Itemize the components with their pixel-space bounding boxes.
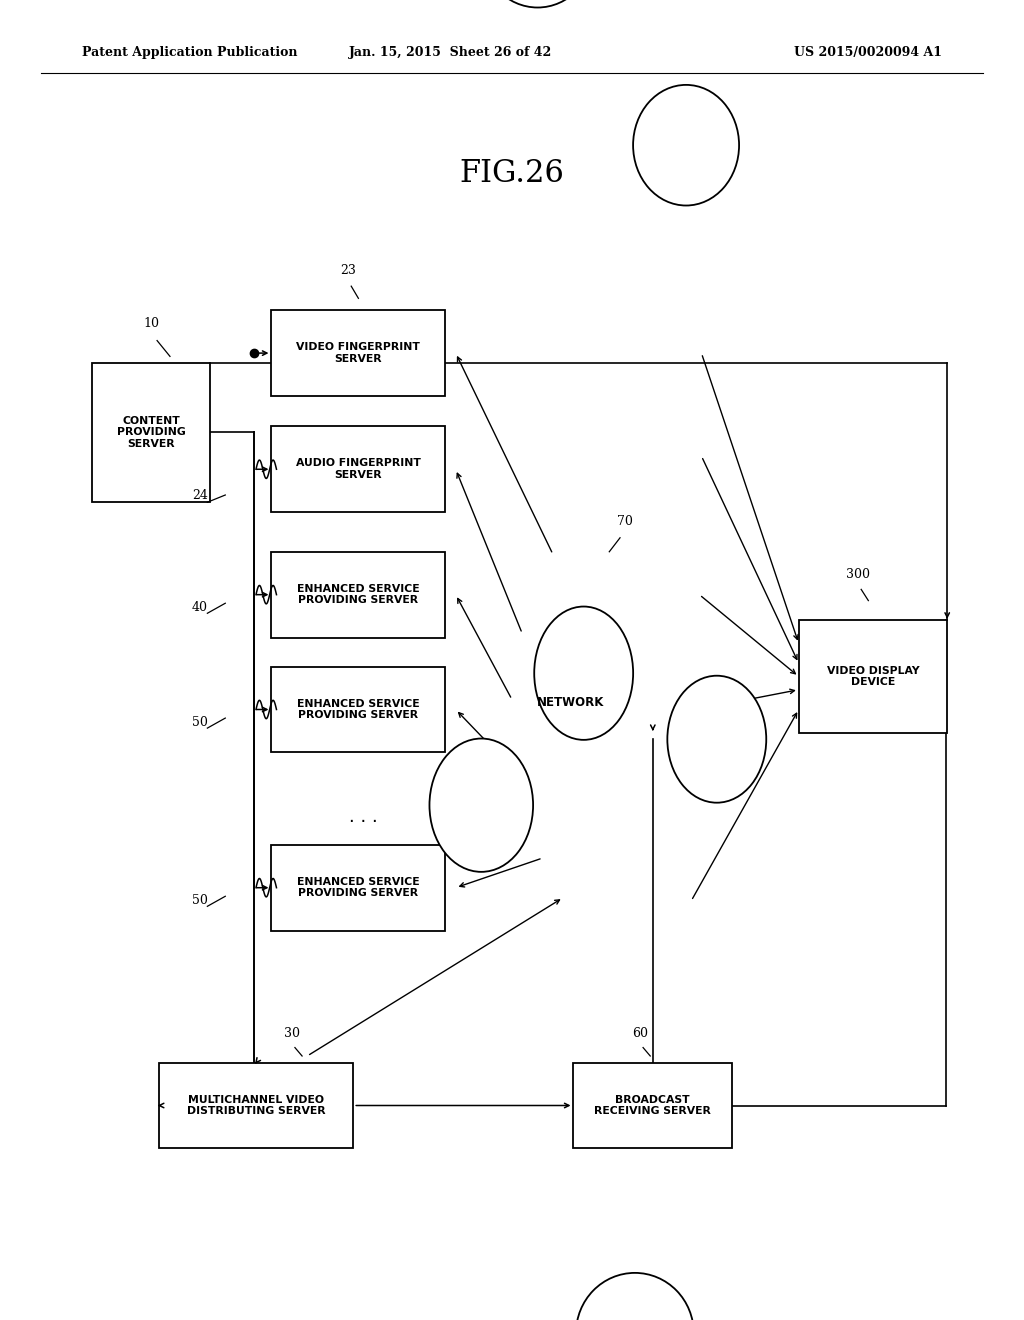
Text: ENHANCED SERVICE
PROVIDING SERVER: ENHANCED SERVICE PROVIDING SERVER — [297, 698, 420, 721]
Text: VIDEO DISPLAY
DEVICE: VIDEO DISPLAY DEVICE — [826, 665, 920, 688]
Text: 40: 40 — [191, 601, 208, 614]
Text: 23: 23 — [340, 264, 356, 277]
Text: 50: 50 — [191, 894, 208, 907]
Text: ENHANCED SERVICE
PROVIDING SERVER: ENHANCED SERVICE PROVIDING SERVER — [297, 583, 420, 606]
FancyBboxPatch shape — [271, 310, 445, 396]
FancyBboxPatch shape — [271, 552, 445, 638]
Text: 300: 300 — [846, 568, 870, 581]
Text: 30: 30 — [284, 1027, 300, 1040]
FancyBboxPatch shape — [573, 1063, 732, 1148]
Text: VIDEO FINGERPRINT
SERVER: VIDEO FINGERPRINT SERVER — [297, 342, 420, 364]
FancyBboxPatch shape — [271, 426, 445, 512]
Text: 10: 10 — [143, 317, 160, 330]
Text: NETWORK: NETWORK — [537, 696, 604, 709]
Ellipse shape — [535, 606, 633, 741]
FancyBboxPatch shape — [159, 1063, 353, 1148]
Ellipse shape — [575, 1272, 694, 1320]
Ellipse shape — [429, 738, 534, 873]
Text: MULTICHANNEL VIDEO
DISTRIBUTING SERVER: MULTICHANNEL VIDEO DISTRIBUTING SERVER — [186, 1094, 326, 1117]
Text: 50: 50 — [191, 715, 208, 729]
Ellipse shape — [633, 84, 739, 206]
Ellipse shape — [668, 676, 766, 803]
Text: ENHANCED SERVICE
PROVIDING SERVER: ENHANCED SERVICE PROVIDING SERVER — [297, 876, 420, 899]
Text: Jan. 15, 2015  Sheet 26 of 42: Jan. 15, 2015 Sheet 26 of 42 — [349, 46, 552, 59]
Text: · · ·: · · · — [349, 813, 378, 832]
Ellipse shape — [481, 0, 594, 8]
Text: BROADCAST
RECEIVING SERVER: BROADCAST RECEIVING SERVER — [594, 1094, 712, 1117]
Text: Patent Application Publication: Patent Application Publication — [82, 46, 297, 59]
Text: CONTENT
PROVIDING
SERVER: CONTENT PROVIDING SERVER — [117, 416, 185, 449]
FancyBboxPatch shape — [271, 845, 445, 931]
Text: 24: 24 — [191, 488, 208, 502]
FancyBboxPatch shape — [271, 667, 445, 752]
Text: AUDIO FINGERPRINT
SERVER: AUDIO FINGERPRINT SERVER — [296, 458, 421, 480]
Text: US 2015/0020094 A1: US 2015/0020094 A1 — [794, 46, 942, 59]
Text: FIG.26: FIG.26 — [460, 158, 564, 189]
Text: 70: 70 — [616, 515, 633, 528]
Text: 60: 60 — [632, 1027, 648, 1040]
FancyBboxPatch shape — [799, 620, 947, 733]
FancyBboxPatch shape — [92, 363, 210, 502]
